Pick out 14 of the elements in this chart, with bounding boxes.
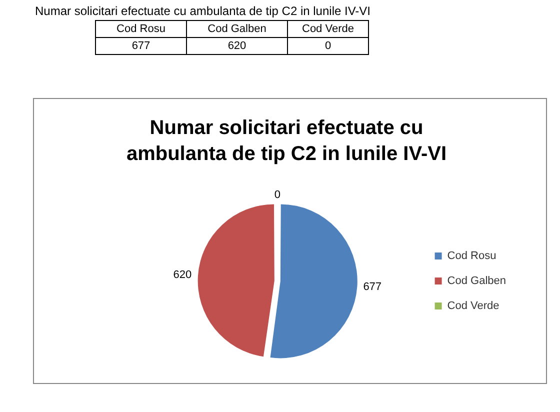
category-label: Cod Rosu <box>116 23 166 35</box>
data-label: 677 <box>363 280 382 293</box>
legend-label: Cod Verde <box>447 300 500 312</box>
text: 677 <box>132 40 150 52</box>
category-label: Cod Galben <box>208 23 266 35</box>
text: Numar solicitari efectuate cu ambulanta de tip C2 in lunile IV-VI <box>35 4 371 18</box>
data-label: 620 <box>173 269 192 282</box>
category-label: Cod Verde <box>302 23 354 35</box>
legend-label: Cod Galben <box>447 275 506 288</box>
text: 0 <box>274 189 280 202</box>
chart-title: Numar solicitari efectuate cu ambulanta de tip C2 in lunile IV-VI <box>125 116 448 167</box>
text: 620 <box>228 40 246 52</box>
legend-label: Cod Rosu <box>447 250 496 262</box>
text: 0 <box>324 40 332 52</box>
